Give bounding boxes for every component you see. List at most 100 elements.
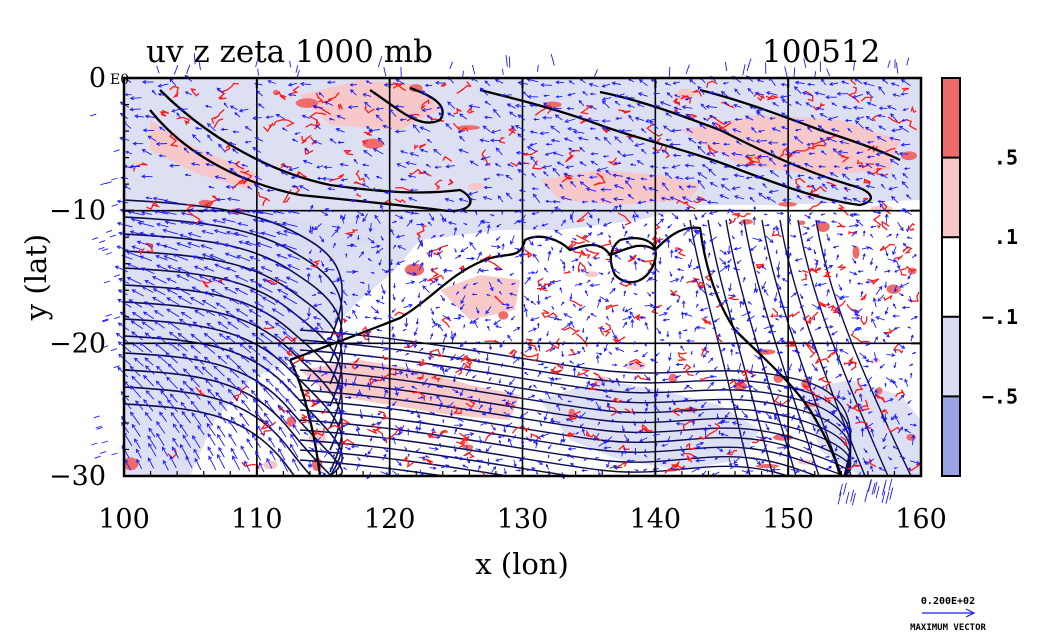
wind-vector-head: [565, 418, 570, 422]
wind-vector: [255, 176, 263, 181]
wind-vector-head: [410, 280, 416, 285]
wind-vector-head: [144, 332, 149, 337]
wind-vector: [128, 211, 144, 216]
vorticity-contour: [523, 149, 539, 156]
wind-vector: [502, 244, 504, 250]
wind-vector-head: [392, 297, 396, 301]
wind-vector-head: [419, 126, 424, 131]
wind-vector-head: [669, 142, 674, 147]
wind-vector-head: [736, 261, 740, 264]
wind-vector-head: [249, 279, 254, 283]
wind-vector-head: [633, 451, 637, 456]
wind-vector-head: [617, 129, 621, 133]
wind-vector-head: [508, 292, 513, 296]
wind-vector: [471, 64, 476, 75]
wind-vector: [186, 274, 202, 282]
wind-vector: [576, 362, 585, 367]
wind-vector: [356, 211, 364, 216]
wind-vector-head: [695, 289, 699, 294]
wind-vector: [543, 171, 549, 177]
wind-vector: [484, 116, 493, 119]
wind-vector: [113, 365, 120, 369]
wind-vector-head: [290, 175, 295, 180]
wind-vector-head: [877, 297, 882, 302]
wind-vector-head: [567, 400, 570, 403]
vorticity-contour: [342, 317, 348, 324]
wind-vector-head: [892, 93, 897, 97]
wind-vector-head: [687, 264, 692, 269]
wind-vector: [521, 214, 526, 222]
wind-vector: [810, 441, 813, 449]
wind-vector: [191, 412, 202, 426]
wind-vector-head: [349, 199, 354, 203]
vorticity-contour: [328, 173, 345, 182]
wind-vector-head: [460, 268, 464, 272]
wind-vector: [899, 126, 909, 133]
wind-vector: [885, 281, 887, 288]
wind-vector-head: [637, 92, 643, 97]
wind-vector-head: [794, 119, 799, 124]
wind-vector-head: [187, 232, 193, 237]
wind-vector-head: [661, 378, 666, 382]
wind-vector-head: [437, 251, 441, 256]
vorticity-contour: [588, 381, 598, 390]
vorticity-contour: [871, 115, 880, 122]
wind-vector-head: [385, 449, 389, 453]
wind-vector-head: [838, 423, 842, 427]
wind-vector: [573, 131, 585, 134]
wind-vector-head: [799, 305, 803, 309]
wind-vector: [790, 468, 800, 473]
wind-vector-head: [904, 428, 908, 433]
wind-vector: [206, 163, 214, 167]
wind-vector-head: [394, 220, 397, 223]
wind-vector-head: [900, 79, 906, 84]
wind-vector-head: [794, 86, 799, 91]
wind-vector-head: [884, 285, 888, 289]
vorticity-contours: [132, 78, 921, 476]
wind-vector: [832, 200, 841, 203]
wind-vector: [857, 140, 863, 146]
wind-vector: [331, 229, 339, 237]
wind-vector: [342, 214, 346, 220]
wind-vector-head: [735, 329, 740, 334]
wind-vector-head: [189, 297, 195, 301]
wind-vector-head: [323, 165, 328, 170]
wind-vector-head: [207, 400, 212, 405]
coastline-segment: [149, 89, 472, 213]
wind-vector-head: [129, 365, 134, 370]
wind-vector-head: [352, 381, 357, 387]
wind-vector-head: [653, 394, 657, 398]
wind-vector-head: [900, 378, 904, 381]
wind-vector-head: [857, 270, 861, 273]
wind-vector-head: [214, 241, 219, 246]
wind-vector: [559, 259, 566, 265]
wind-vector-head: [249, 256, 254, 260]
wind-vector-head: [499, 343, 504, 349]
x-tick-label: 110: [231, 504, 283, 535]
wind-vector: [662, 378, 669, 381]
wind-vector: [877, 294, 885, 302]
wind-vector-head: [543, 267, 547, 271]
wind-vector: [343, 344, 347, 354]
wind-vector-head: [709, 238, 714, 242]
wind-vector-head: [830, 184, 835, 189]
wind-vector-head: [543, 416, 548, 421]
wind-vector: [515, 105, 526, 108]
wind-vector: [156, 143, 168, 145]
wind-vector: [564, 137, 573, 142]
wind-vector-head: [628, 114, 632, 119]
shade-neg-region: [200, 215, 400, 265]
wind-vector: [331, 225, 341, 229]
wind-vector: [619, 279, 627, 284]
wind-vector-head: [207, 134, 211, 139]
wind-vector-head: [203, 291, 209, 296]
wind-vector-head: [228, 433, 233, 438]
vorticity-contour: [550, 366, 563, 375]
wind-vector-head: [436, 435, 441, 439]
wind-vector-head: [893, 326, 897, 330]
wind-vector-head: [368, 228, 373, 233]
wind-vector: [229, 142, 237, 146]
wind-vector: [838, 151, 849, 154]
vorticity-contour: [224, 143, 231, 152]
wind-vector: [649, 120, 659, 130]
